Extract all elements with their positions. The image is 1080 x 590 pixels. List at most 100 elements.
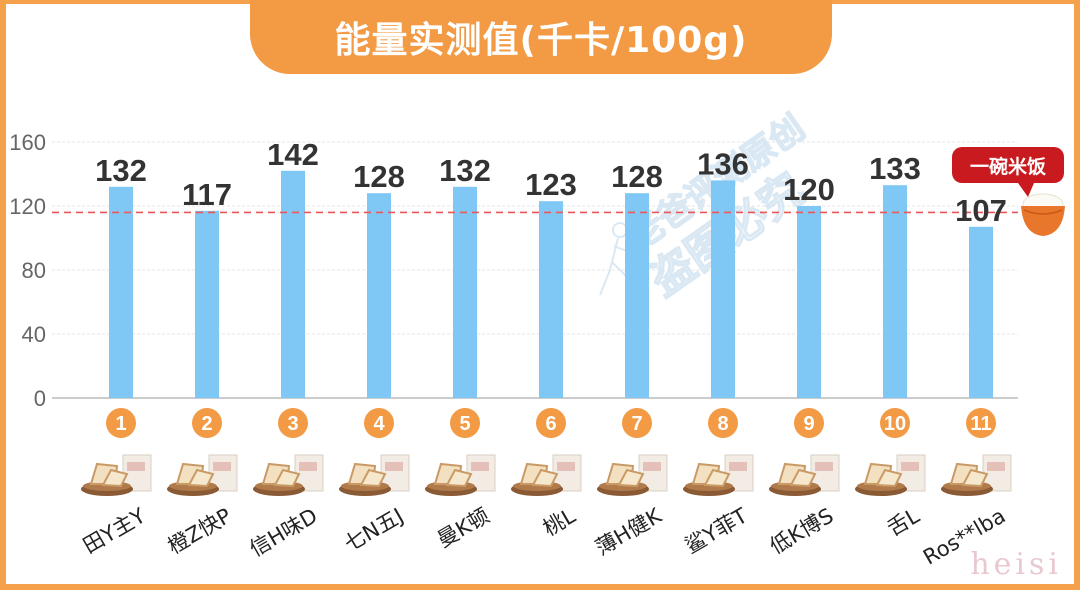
category-labels: 田Y主Y 橙Z快P 信H味D 七N五J 曼K顿 桃L 薄H健K 鲨Y菲T 低K博S 舌LRos**… bbox=[79, 503, 1010, 570]
number-text: 2 bbox=[201, 413, 212, 435]
number-badge: 9 bbox=[794, 408, 824, 438]
bar bbox=[109, 186, 133, 398]
data-label: 132 bbox=[95, 153, 147, 188]
bar bbox=[797, 206, 821, 398]
data-label: 120 bbox=[783, 172, 835, 207]
package-label bbox=[643, 462, 661, 471]
bar bbox=[711, 180, 735, 398]
number-text: 1 bbox=[115, 413, 126, 435]
bar bbox=[453, 186, 477, 398]
chart-title: 能量实测值(千卡/100g) bbox=[334, 20, 748, 61]
data-label: 133 bbox=[869, 151, 921, 186]
category-label: 低K博S bbox=[766, 504, 838, 559]
bread-slice bbox=[789, 468, 817, 488]
category-label: 七N五J bbox=[340, 504, 407, 557]
product-thumbnail bbox=[769, 454, 840, 496]
bars bbox=[109, 170, 993, 398]
product-thumbnail bbox=[683, 454, 754, 496]
number-circle bbox=[192, 408, 222, 438]
product-thumbnail bbox=[855, 454, 926, 496]
category-label: 薄H健K bbox=[592, 503, 667, 560]
data-label: 142 bbox=[267, 137, 319, 172]
rice-bowl-badge: 一碗米饭 bbox=[952, 147, 1065, 236]
bar bbox=[281, 170, 305, 398]
category-label: 信H味D bbox=[245, 504, 321, 562]
bar bbox=[367, 193, 391, 398]
package-label bbox=[299, 462, 317, 471]
package-label bbox=[901, 462, 919, 471]
data-label: 128 bbox=[611, 159, 663, 194]
rice-badge-box bbox=[952, 147, 1064, 183]
number-circle bbox=[106, 408, 136, 438]
product-thumbnail bbox=[253, 454, 324, 496]
bread-slice bbox=[703, 468, 731, 488]
number-text: 5 bbox=[459, 413, 470, 435]
number-circle bbox=[278, 408, 308, 438]
bread-slice bbox=[273, 468, 301, 488]
data-label: 136 bbox=[697, 146, 749, 181]
data-label: 128 bbox=[353, 159, 405, 194]
bar bbox=[195, 210, 219, 398]
product-thumbnail bbox=[511, 454, 582, 496]
number-badge: 8 bbox=[708, 408, 738, 438]
number-badge: 6 bbox=[536, 408, 566, 438]
bar bbox=[539, 201, 563, 398]
product-thumbnail bbox=[425, 454, 496, 496]
number-text: 9 bbox=[803, 413, 814, 435]
number-badge: 7 bbox=[622, 408, 652, 438]
number-circle bbox=[364, 408, 394, 438]
bar bbox=[969, 226, 993, 398]
category-label: 曼K顿 bbox=[433, 504, 493, 553]
product-thumbnail bbox=[339, 454, 410, 496]
number-badge: 2 bbox=[192, 408, 222, 438]
rice-badge-label: 一碗米饭 bbox=[970, 155, 1046, 178]
data-labels: 132 117 142 128 132 123 128 136 120 133 107 bbox=[95, 137, 1007, 228]
y-tick-label: 40 bbox=[22, 322, 46, 347]
number-circle bbox=[622, 408, 652, 438]
category-label: 桃L bbox=[539, 503, 580, 540]
corner-watermark: heisi bbox=[970, 547, 1062, 582]
number-text: 6 bbox=[545, 413, 556, 435]
data-label: 132 bbox=[439, 153, 491, 188]
category-label: 田Y主Y bbox=[79, 503, 150, 558]
number-text: 10 bbox=[884, 413, 906, 435]
number-badge: 5 bbox=[450, 408, 480, 438]
category-label: 鲨Y菲T bbox=[681, 503, 752, 558]
product-thumbnail bbox=[941, 454, 1012, 496]
number-circle bbox=[966, 408, 996, 438]
number-badge: 10 bbox=[880, 408, 910, 438]
y-tick-label: 0 bbox=[34, 386, 46, 411]
package-label bbox=[127, 462, 145, 471]
y-tick-label: 160 bbox=[9, 130, 46, 155]
number-badge: 11 bbox=[966, 408, 996, 438]
package-label bbox=[987, 462, 1005, 471]
rice-bowl-icon bbox=[1021, 193, 1065, 236]
y-tick-label: 80 bbox=[22, 258, 46, 283]
package-label bbox=[557, 462, 575, 471]
bread-slice bbox=[875, 468, 903, 488]
number-badge: 3 bbox=[278, 408, 308, 438]
bread-slice bbox=[101, 468, 129, 488]
bar bbox=[883, 185, 907, 398]
package-label bbox=[471, 462, 489, 471]
number-text: 11 bbox=[970, 413, 991, 435]
bread-slice bbox=[187, 468, 215, 488]
product-thumbnail bbox=[81, 454, 152, 496]
number-badge: 4 bbox=[364, 408, 394, 438]
bread-slice bbox=[359, 468, 387, 488]
number-circle bbox=[450, 408, 480, 438]
number-badge: 1 bbox=[106, 408, 136, 438]
data-label: 107 bbox=[955, 193, 1007, 228]
number-circle bbox=[794, 408, 824, 438]
number-text: 7 bbox=[631, 413, 642, 435]
package-label bbox=[815, 462, 833, 471]
package-label bbox=[213, 462, 231, 471]
y-axis-ticks: 0 40 80 120 160 bbox=[9, 130, 46, 411]
number-text: 3 bbox=[287, 413, 298, 435]
package-box bbox=[294, 454, 324, 492]
number-circle bbox=[880, 408, 910, 438]
number-text: 8 bbox=[717, 413, 728, 435]
number-circle bbox=[536, 408, 566, 438]
data-label: 117 bbox=[182, 177, 232, 212]
